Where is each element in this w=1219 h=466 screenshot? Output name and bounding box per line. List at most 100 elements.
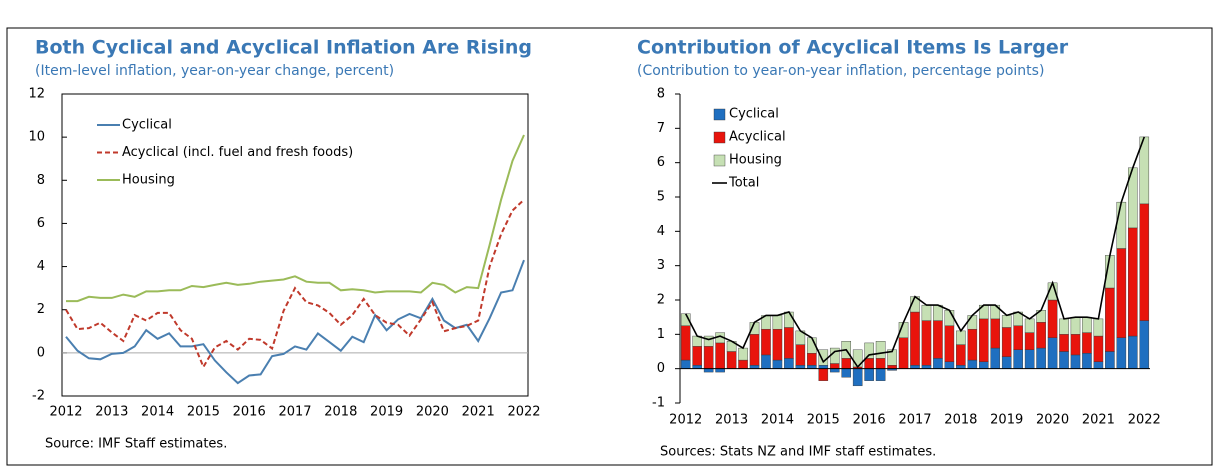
bar-segment <box>1013 349 1023 369</box>
bar-segment <box>680 359 691 369</box>
bar-segment <box>715 342 725 369</box>
x-tick-label: 2012 <box>49 405 82 420</box>
bar-segment <box>1047 299 1058 338</box>
bar-segment <box>818 365 829 369</box>
x-tick-label: 2013 <box>95 405 128 420</box>
bar-segment <box>1128 227 1138 337</box>
x-tick-label: 2017 <box>898 413 931 428</box>
bar-segment <box>818 368 829 381</box>
y-tick-label: 4 <box>657 224 665 239</box>
bar-segment <box>807 365 817 369</box>
x-tick-label: 2019 <box>990 413 1023 428</box>
series-line <box>684 136 1146 369</box>
bar-segment <box>956 330 966 345</box>
bar-segment <box>1059 318 1069 335</box>
bar-segment <box>1093 335 1104 362</box>
series-line <box>66 134 525 303</box>
bar-segment <box>1139 203 1150 321</box>
bar-segment <box>967 315 978 330</box>
bar-segment <box>703 335 714 347</box>
bar-segment <box>864 358 874 369</box>
legend-swatch <box>713 131 726 144</box>
bar-segment <box>1082 353 1092 369</box>
bar-segment <box>1070 334 1081 356</box>
bar-segment <box>841 358 852 369</box>
bar-segment <box>772 328 783 361</box>
x-tick-label: 2021 <box>462 405 495 420</box>
plot-frame <box>61 93 529 397</box>
y-tick-label: 5 <box>657 190 665 205</box>
bar-segment <box>1105 351 1115 369</box>
bar-segment <box>715 368 725 373</box>
bar-segment <box>703 346 714 369</box>
y-tick-label: 10 <box>28 130 45 145</box>
bar-segment <box>749 365 760 369</box>
y-tick-label: -1 <box>652 396 665 411</box>
y-tick-label: 2 <box>37 302 45 317</box>
bar-segment <box>738 359 748 369</box>
bar-segment <box>829 363 840 369</box>
bar-segment <box>818 349 829 366</box>
bar-segment <box>784 311 794 328</box>
bar-segment <box>1024 349 1035 369</box>
bar-segment <box>875 368 886 381</box>
bar-segment <box>749 334 760 366</box>
legend-label: Total <box>728 176 759 191</box>
x-tick-label: 2015 <box>807 413 840 428</box>
y-tick-label: 0 <box>37 345 45 360</box>
legend-label: Acyclical <box>729 130 786 145</box>
bar-segment <box>1070 354 1081 369</box>
y-tick-label: -2 <box>32 389 45 404</box>
bar-segment <box>1059 351 1069 369</box>
bar-segment <box>1001 315 1012 328</box>
x-tick-label: 2015 <box>187 405 220 420</box>
bar-segment <box>1013 325 1023 350</box>
bar-segment <box>680 325 691 361</box>
x-tick-label: 2016 <box>233 405 266 420</box>
legend-label: Housing <box>729 153 782 168</box>
bar-segment <box>726 351 737 369</box>
x-tick-label: 2022 <box>1128 413 1161 428</box>
bar-segment <box>761 354 771 369</box>
x-tick-label: 2022 <box>507 405 540 420</box>
bar-segment <box>692 346 702 366</box>
y-tick-label: 6 <box>37 216 45 231</box>
chart-title: Contribution of Acyclical Items Is Large… <box>637 37 1069 59</box>
y-tick-label: 3 <box>657 258 665 273</box>
bar-segment <box>1116 201 1127 249</box>
bar-segment <box>1093 361 1104 369</box>
bar-segment <box>978 318 989 362</box>
bar-segment <box>738 347 748 361</box>
bar-segment <box>933 304 943 321</box>
x-tick-label: 2021 <box>1082 413 1115 428</box>
bar-segment <box>944 310 955 326</box>
figure-frame <box>6 27 1213 466</box>
bar-segment <box>933 358 943 369</box>
bar-segment <box>1082 316 1092 333</box>
bar-segment <box>1024 332 1035 350</box>
bar-segment <box>956 344 966 366</box>
bar-segment <box>761 328 771 356</box>
bar-segment <box>898 337 909 369</box>
bar-segment <box>1093 318 1104 337</box>
bar-segment <box>1001 327 1012 357</box>
bar-segment <box>875 358 886 369</box>
series-line <box>65 198 525 370</box>
bar-segment <box>967 359 978 369</box>
x-tick-label: 2013 <box>715 413 748 428</box>
bar-segment <box>1036 322 1046 349</box>
bar-segment <box>784 327 794 359</box>
bar-segment <box>967 328 978 361</box>
bar-segment <box>703 368 714 373</box>
bar-segment <box>772 315 783 330</box>
bar-segment <box>910 365 920 369</box>
x-tick-label: 2020 <box>416 405 449 420</box>
bar-segment <box>784 358 794 369</box>
bar-segment <box>956 365 966 369</box>
bar-segment <box>1139 320 1150 369</box>
chart-subtitle: (Contribution to year-on-year inflation,… <box>637 63 1044 79</box>
bar-segment <box>795 344 806 366</box>
bar-segment <box>864 368 874 381</box>
bar-segment <box>1047 337 1058 369</box>
bar-segment <box>692 365 702 369</box>
